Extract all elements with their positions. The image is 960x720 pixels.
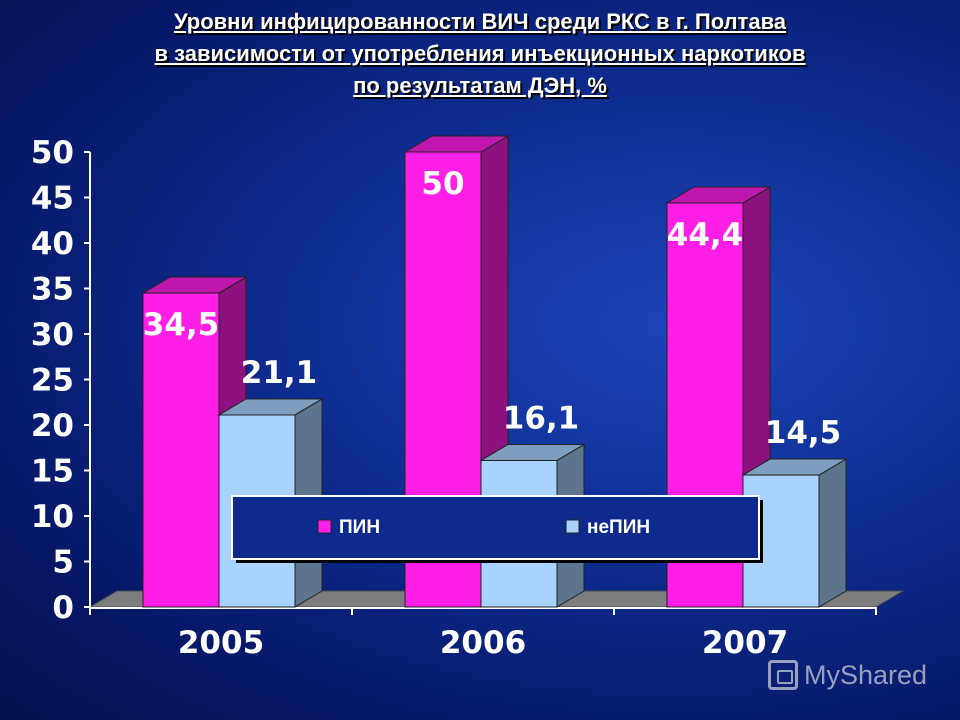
x-tick-label: 2007 — [702, 625, 788, 661]
data-label-pin: 34,5 — [143, 307, 220, 343]
y-tick-label: 40 — [31, 226, 74, 262]
chart-title: Уровни инфицированности ВИЧ среди РКС в … — [0, 6, 960, 102]
legend-swatch-nepin — [565, 519, 580, 534]
legend-swatch-pin — [317, 519, 332, 534]
y-tick-label: 20 — [31, 408, 74, 444]
data-label-pin: 44,4 — [667, 217, 744, 253]
myshared-logo-icon — [768, 660, 798, 690]
bar-front — [142, 292, 220, 608]
bar-pin-2005 — [141, 276, 248, 608]
data-label-nepin: 14,5 — [765, 415, 842, 451]
data-label-pin: 50 — [421, 166, 464, 202]
y-tick-label: 15 — [31, 454, 74, 490]
watermark-text: MyShared — [804, 659, 928, 690]
legend-label-pin: ПИН — [339, 517, 380, 538]
title-line-2: в зависимости от употребления инъекционн… — [154, 41, 806, 66]
legend-label-nepin: неПИН — [587, 517, 650, 538]
y-tick-label: 50 — [31, 135, 74, 171]
watermark: MyShared — [768, 655, 948, 695]
y-tick-label: 10 — [31, 499, 74, 535]
y-tick-label: 5 — [52, 545, 74, 581]
bar-side — [818, 458, 847, 608]
data-label-nepin: 21,1 — [241, 355, 318, 391]
bar-nepin-2007 — [741, 458, 848, 608]
y-tick-label: 0 — [52, 590, 74, 626]
legend-box — [231, 495, 760, 560]
title-line-1: Уровни инфицированности ВИЧ среди РКС в … — [173, 9, 787, 34]
data-label-nepin: 16,1 — [503, 400, 580, 436]
y-tick-label: 35 — [31, 272, 74, 308]
y-tick-label: 30 — [31, 317, 74, 353]
legend: ПИН неПИН — [231, 495, 763, 563]
y-tick-label: 45 — [31, 181, 74, 217]
y-tick-label: 25 — [31, 363, 74, 399]
x-tick-label: 2005 — [178, 625, 264, 661]
title-line-3: по результатам ДЭН, % — [353, 73, 607, 98]
x-tick-label: 2006 — [440, 625, 526, 661]
